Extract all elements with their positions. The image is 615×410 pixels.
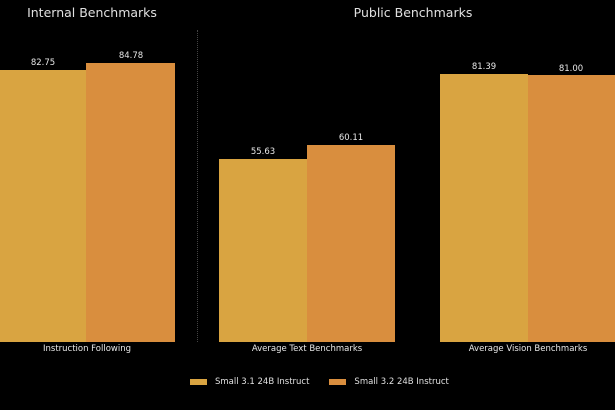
legend-label: Small 3.2 24B Instruct xyxy=(354,377,449,387)
section-divider xyxy=(197,30,198,342)
legend-item: Small 3.2 24B Instruct xyxy=(329,377,449,387)
category-label: Instruction Following xyxy=(42,344,132,354)
bar-average-text-small-3-1 xyxy=(219,159,307,342)
category-label: Average Vision Benchmarks xyxy=(468,344,588,354)
value-label: 60.11 xyxy=(338,133,364,143)
legend: Small 3.1 24B Instruct Small 3.2 24B Ins… xyxy=(190,377,469,387)
value-label: 81.00 xyxy=(558,64,584,74)
category-label: Average Text Benchmarks xyxy=(251,344,363,354)
value-label: 81.39 xyxy=(471,62,497,72)
legend-label: Small 3.1 24B Instruct xyxy=(215,377,310,387)
public-benchmarks-title: Public Benchmarks xyxy=(353,5,473,20)
bar-instruction-following-small-3-2 xyxy=(86,63,175,342)
value-label: 55.63 xyxy=(250,147,276,157)
legend-swatch-icon xyxy=(190,379,207,385)
bar-average-text-small-3-2 xyxy=(307,145,395,342)
bar-average-vision-small-3-2 xyxy=(528,75,615,342)
value-label: 82.75 xyxy=(30,58,56,68)
value-label: 84.78 xyxy=(118,51,144,61)
legend-swatch-icon xyxy=(329,379,347,385)
legend-item: Small 3.1 24B Instruct xyxy=(190,377,309,387)
internal-benchmarks-title: Internal Benchmarks xyxy=(27,5,157,20)
bar-average-vision-small-3-1 xyxy=(440,74,528,342)
bar-instruction-following-small-3-1 xyxy=(0,70,86,342)
